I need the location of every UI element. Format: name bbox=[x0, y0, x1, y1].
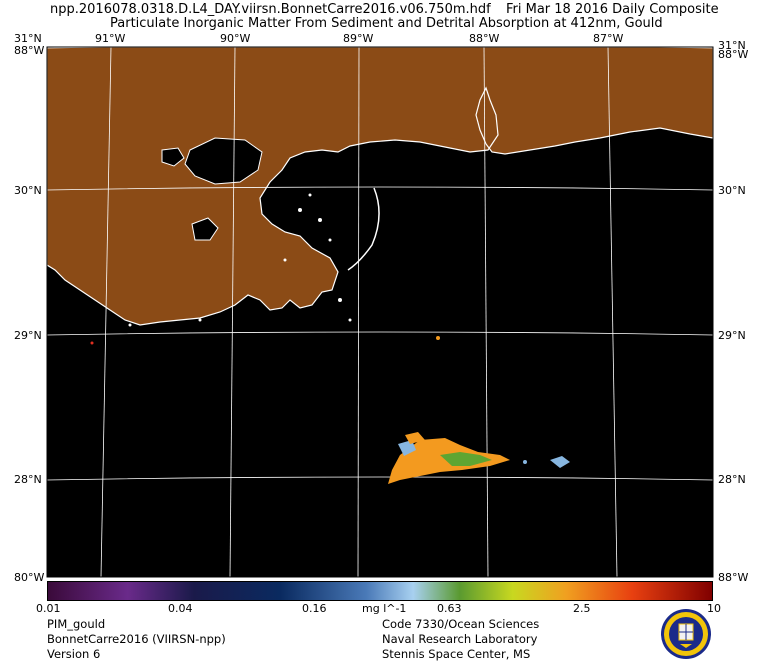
footer-org-name: Naval Research Laboratory bbox=[382, 632, 538, 646]
corner-label: 88°W bbox=[14, 44, 45, 57]
lake-pontchartrain bbox=[184, 137, 263, 185]
lat-label-left: 30°N bbox=[14, 184, 42, 197]
lon-label: 91°W bbox=[95, 32, 126, 45]
lat-label-left: 28°N bbox=[14, 473, 42, 486]
footer-org-code: Code 7330/Ocean Sciences bbox=[382, 617, 540, 631]
header-filename: npp.2016078.0318.D.L4_DAY.viirsn.BonnetC… bbox=[50, 2, 491, 17]
colorbar-tick: 0.16 bbox=[302, 602, 327, 615]
land-area bbox=[46, 46, 714, 326]
colorbar bbox=[47, 581, 713, 601]
colorbar-tick: 10 bbox=[707, 602, 721, 615]
lon-label: 89°W bbox=[343, 32, 374, 45]
header-product: Particulate Inorganic Matter From Sedime… bbox=[110, 16, 663, 31]
lat-label-right: 31°N bbox=[718, 39, 746, 52]
colorbar-tick: 2.5 bbox=[573, 602, 591, 615]
lon-label: 88°W bbox=[469, 32, 500, 45]
footer-org-location: Stennis Space Center, MS bbox=[382, 647, 531, 661]
lat-label-right: 29°N bbox=[718, 329, 746, 342]
colorbar-tick: 0.01 bbox=[36, 602, 61, 615]
footer-product-name: PIM_gould bbox=[47, 617, 106, 631]
lon-label: 87°W bbox=[593, 32, 624, 45]
colorbar-tick: 0.04 bbox=[168, 602, 193, 615]
nrl-seal-icon bbox=[661, 609, 711, 659]
corner-label: 80°W bbox=[14, 571, 45, 584]
header-date: Fri Mar 18 2016 Daily Composite bbox=[506, 2, 719, 17]
sediment-plume bbox=[90, 336, 570, 484]
coastline-detail bbox=[128, 193, 352, 327]
lake-salvador bbox=[191, 217, 219, 241]
footer-version: Version 6 bbox=[47, 647, 101, 661]
colorbar-units: mg l^-1 bbox=[362, 602, 407, 615]
corner-label: 88°W bbox=[718, 571, 749, 584]
colorbar-tick: 0.63 bbox=[437, 602, 462, 615]
lon-label: 90°W bbox=[220, 32, 251, 45]
lat-label-right: 30°N bbox=[718, 184, 746, 197]
lat-label-right: 28°N bbox=[718, 473, 746, 486]
lat-label-left: 31°N bbox=[14, 32, 42, 45]
corner-label: 88°W bbox=[718, 48, 749, 61]
lat-label-left: 29°N bbox=[14, 329, 42, 342]
chandeleur-islands bbox=[347, 187, 380, 271]
lake-maurepas bbox=[161, 147, 185, 167]
map-frame bbox=[46, 46, 714, 578]
footer-dataset: BonnetCarre2016 (VIIRSN-npp) bbox=[47, 632, 226, 646]
